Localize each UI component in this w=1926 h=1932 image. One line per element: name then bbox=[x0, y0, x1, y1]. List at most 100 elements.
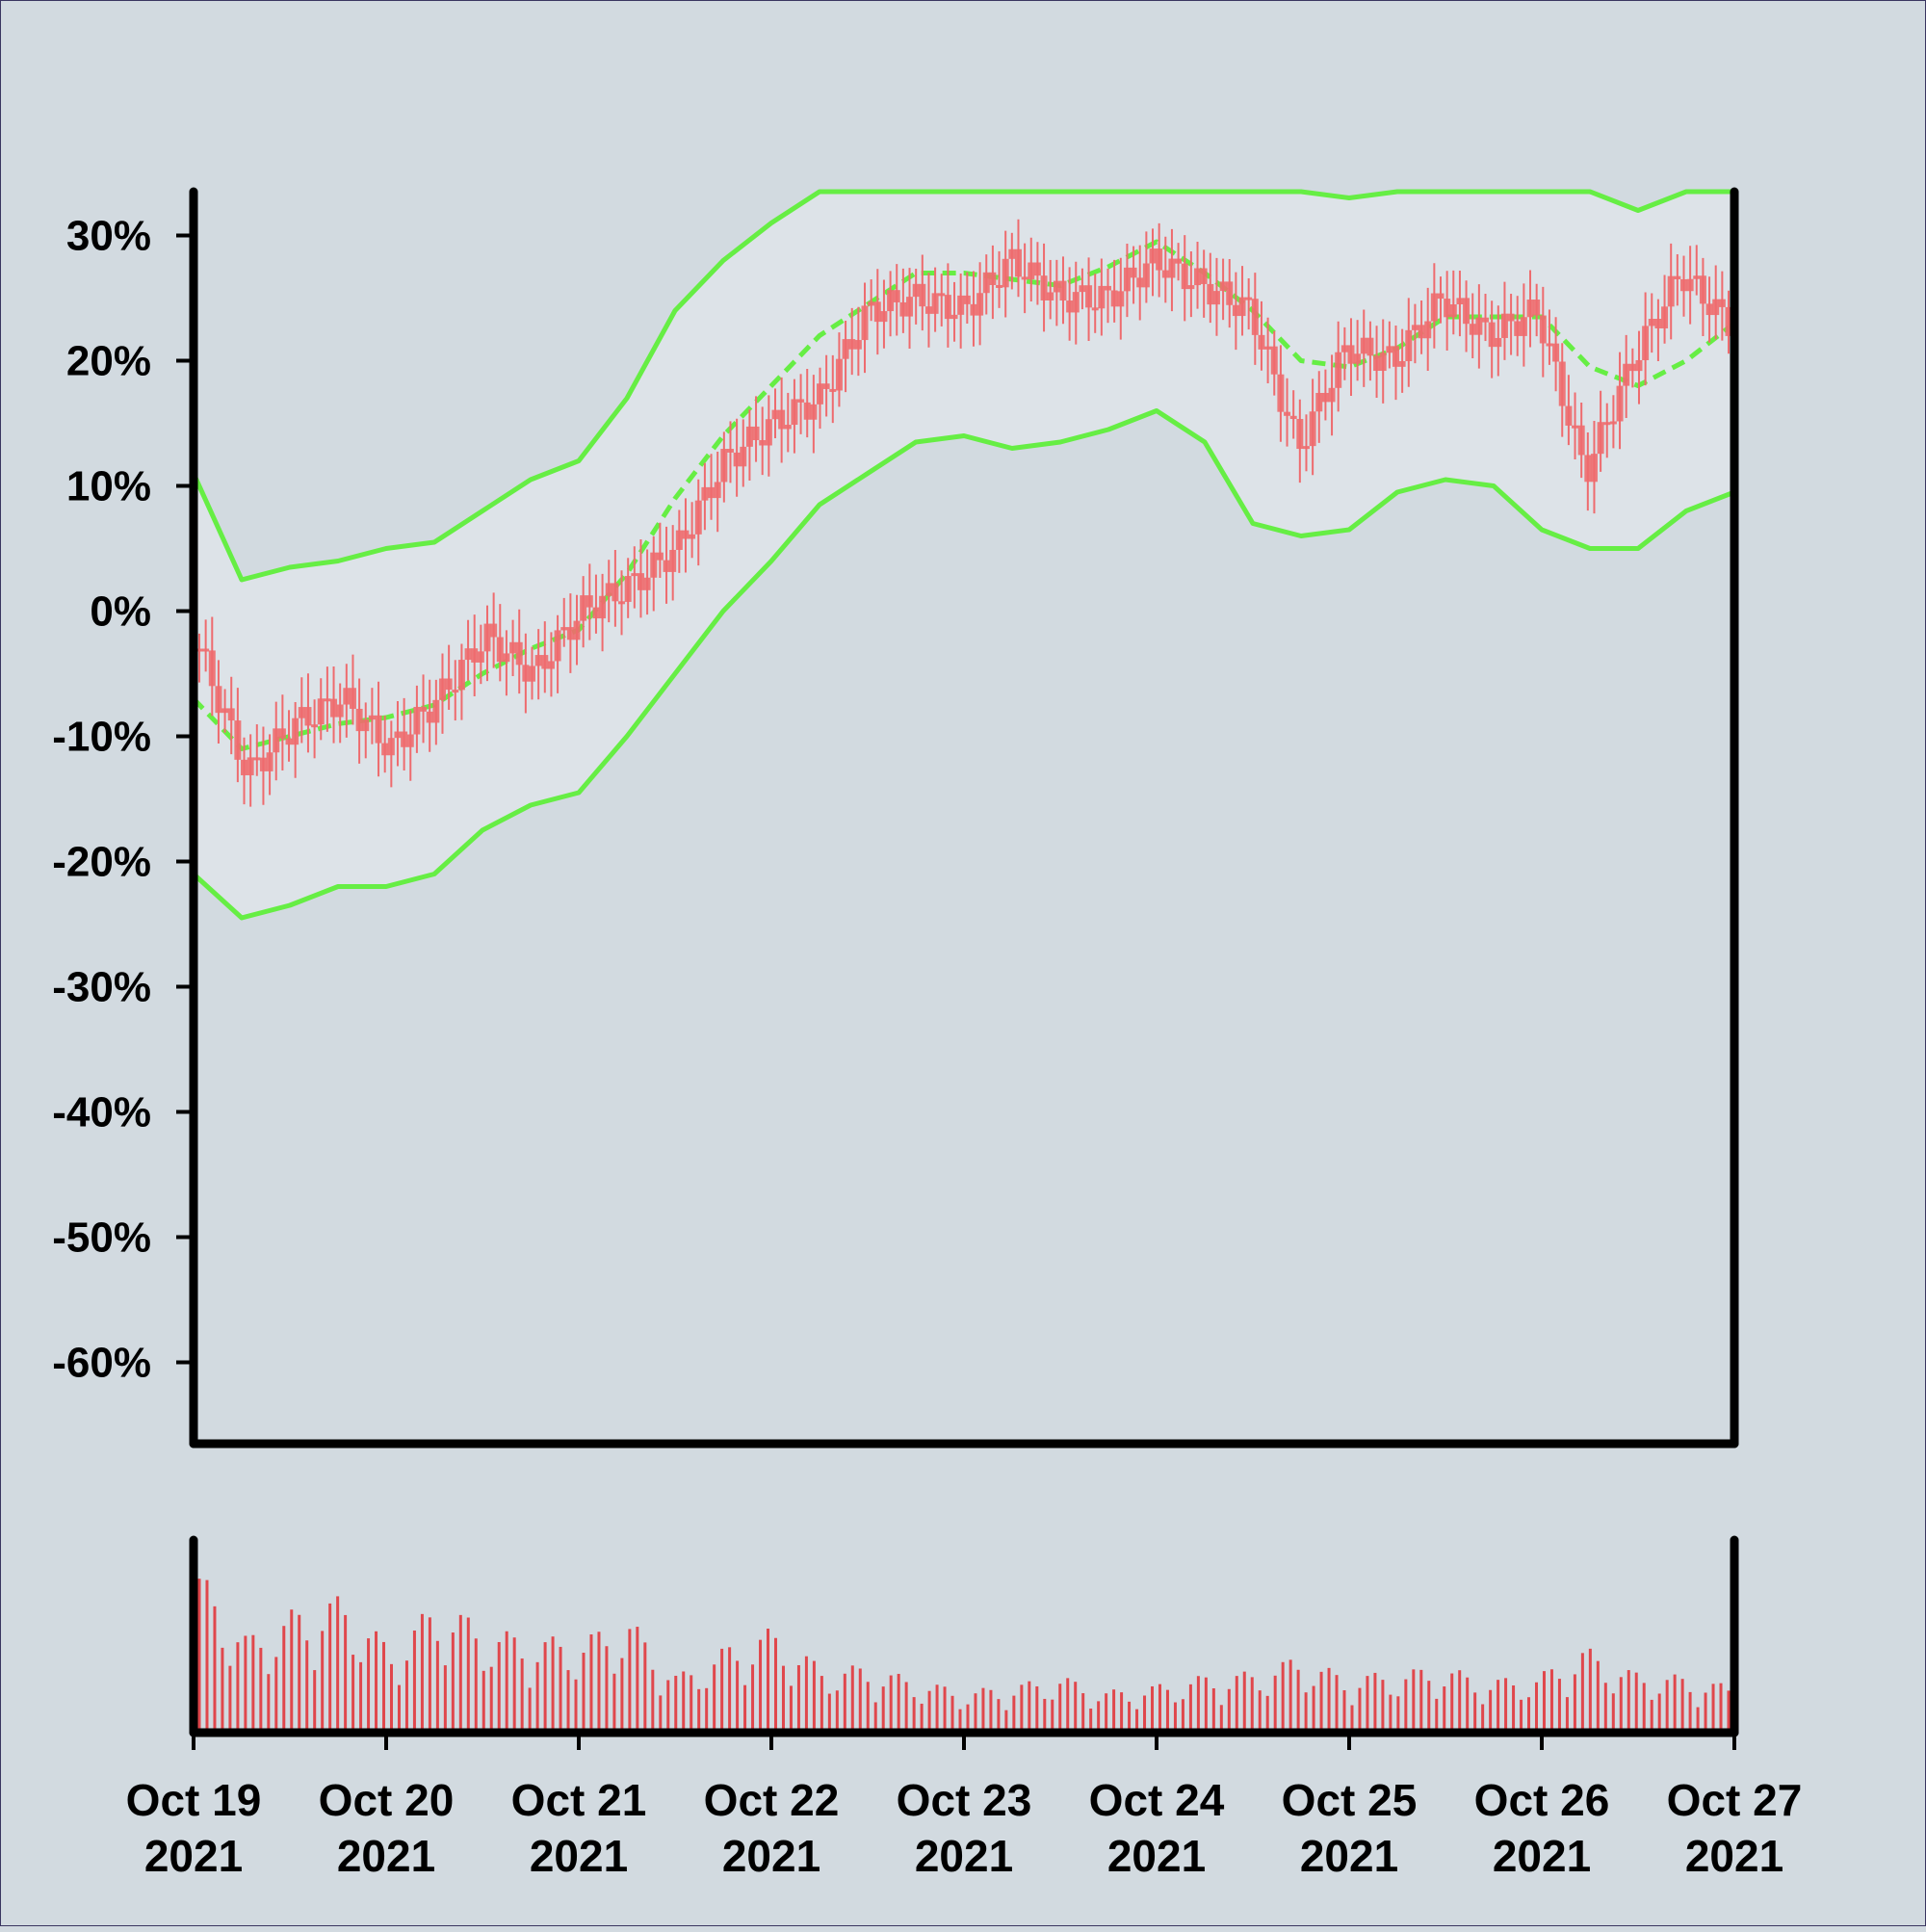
volume-bar bbox=[1619, 1677, 1623, 1733]
candle-body bbox=[689, 534, 696, 539]
volume-bar bbox=[1312, 1685, 1315, 1733]
candle-body bbox=[887, 290, 895, 312]
candle-body bbox=[1340, 345, 1348, 352]
volume-bar bbox=[213, 1606, 217, 1733]
volume-bar bbox=[197, 1579, 201, 1733]
candle-body bbox=[292, 718, 299, 745]
volume-layer bbox=[197, 1579, 1731, 1733]
volume-bar bbox=[589, 1633, 593, 1733]
candle-body bbox=[854, 340, 862, 350]
candle-body bbox=[1117, 291, 1125, 307]
candle-body bbox=[797, 399, 805, 403]
candle-body bbox=[1309, 411, 1316, 447]
candle-body bbox=[1168, 258, 1176, 278]
volume-bar bbox=[628, 1629, 632, 1733]
candle-body bbox=[1264, 346, 1272, 350]
volume-bar bbox=[559, 1646, 562, 1733]
candle-body bbox=[899, 301, 907, 317]
candle-body bbox=[195, 648, 203, 652]
candle-body bbox=[599, 595, 607, 619]
candle-body bbox=[624, 576, 632, 602]
volume-bar bbox=[1680, 1679, 1684, 1733]
candle-body bbox=[1552, 343, 1560, 362]
candle-body bbox=[1648, 319, 1655, 326]
volume-bar bbox=[682, 1671, 686, 1733]
candle-body bbox=[1347, 345, 1355, 364]
volume-bar bbox=[1696, 1707, 1700, 1733]
candle-body bbox=[1565, 405, 1573, 426]
candle-body bbox=[253, 757, 261, 761]
volume-bar bbox=[850, 1665, 854, 1733]
volume-bar bbox=[543, 1642, 547, 1733]
volume-bar bbox=[244, 1635, 247, 1733]
candle-body bbox=[1693, 275, 1701, 279]
volume-bar bbox=[1097, 1701, 1101, 1733]
volume-bar bbox=[1350, 1705, 1354, 1733]
candle-body bbox=[931, 293, 939, 314]
candle-body bbox=[989, 272, 997, 285]
volume-bar bbox=[321, 1631, 325, 1733]
volume-bar bbox=[412, 1630, 416, 1733]
candle-body bbox=[1482, 317, 1490, 323]
candle-body bbox=[1609, 421, 1617, 425]
candle-body bbox=[355, 708, 363, 732]
candle-body bbox=[733, 452, 741, 467]
x-tick-label-date: Oct 26 bbox=[1474, 1775, 1610, 1825]
volume-bar bbox=[1319, 1671, 1323, 1733]
volume-bar bbox=[612, 1673, 616, 1733]
volume-bar bbox=[881, 1686, 885, 1733]
volume-bar bbox=[1004, 1710, 1008, 1733]
volume-bar bbox=[474, 1638, 478, 1733]
volume-bar bbox=[1419, 1669, 1423, 1733]
volume-bar bbox=[1642, 1683, 1646, 1733]
candle-body bbox=[1469, 324, 1476, 335]
candle-body bbox=[1603, 422, 1611, 426]
volume-bar bbox=[1497, 1680, 1500, 1733]
volume-bar bbox=[958, 1709, 962, 1733]
candle-body bbox=[868, 301, 875, 306]
candle-body bbox=[1616, 385, 1624, 422]
candle-body bbox=[803, 402, 811, 420]
volume-bar bbox=[1458, 1670, 1462, 1733]
candle-body bbox=[406, 734, 414, 747]
candle-body bbox=[663, 560, 670, 572]
candle-body bbox=[259, 757, 267, 771]
candle-body bbox=[1572, 425, 1579, 429]
upper-band-line bbox=[191, 189, 1734, 583]
volume-bar bbox=[1435, 1698, 1439, 1733]
candle-body bbox=[1175, 258, 1183, 264]
volume-bar bbox=[1211, 1687, 1215, 1733]
volume-bar bbox=[282, 1626, 286, 1733]
candle-body bbox=[1635, 359, 1643, 372]
volume-bar bbox=[950, 1695, 954, 1733]
volume-bar bbox=[981, 1687, 985, 1733]
candle-body bbox=[1705, 303, 1713, 316]
volume-bar bbox=[1657, 1693, 1661, 1733]
candle-body bbox=[1623, 363, 1630, 386]
volume-bar bbox=[251, 1634, 255, 1733]
candle-body bbox=[1104, 285, 1111, 291]
y-tick-label: -60% bbox=[52, 1340, 151, 1387]
candle-body bbox=[1072, 292, 1080, 313]
x-tick-label-year: 2021 bbox=[915, 1831, 1013, 1881]
volume-bar bbox=[420, 1613, 424, 1733]
candle-body bbox=[586, 595, 593, 608]
candle-body bbox=[740, 446, 747, 467]
candle-body bbox=[1558, 361, 1566, 406]
candle-body bbox=[1463, 298, 1471, 325]
volume-bar bbox=[1366, 1676, 1369, 1733]
volume-bar bbox=[743, 1684, 747, 1733]
candle-body bbox=[1686, 278, 1694, 292]
candle-body bbox=[1456, 298, 1464, 305]
candle-body bbox=[1674, 275, 1681, 279]
volume-bar bbox=[443, 1665, 447, 1733]
x-tick-label-date: Oct 23 bbox=[897, 1775, 1032, 1825]
candle-body bbox=[362, 719, 370, 732]
volume-bar bbox=[897, 1673, 900, 1733]
x-tick-label-year: 2021 bbox=[1493, 1831, 1591, 1881]
candle-body bbox=[778, 409, 786, 430]
x-tick-label-year: 2021 bbox=[144, 1831, 243, 1881]
candle-body bbox=[227, 708, 235, 721]
candle-body bbox=[534, 655, 542, 666]
